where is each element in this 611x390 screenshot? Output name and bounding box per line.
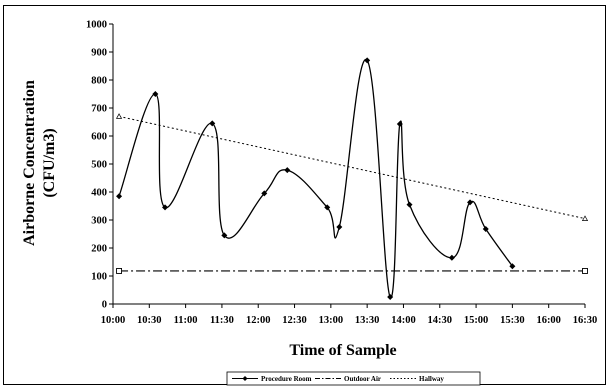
data-point-procedure-room	[209, 120, 216, 127]
x-tick-label: 15:30	[500, 315, 525, 326]
x-tick-label: 14:00	[391, 315, 416, 326]
legend-label-procedure-room: Procedure Room	[261, 375, 312, 383]
chart-frame	[3, 5, 606, 385]
y-tick-label: 100	[91, 272, 107, 283]
x-axis-title: Time of Sample	[289, 342, 396, 359]
legend: Procedure Room Outdoor Air Hallway	[226, 371, 481, 386]
series-line-procedure-room	[118, 59, 513, 298]
x-tick-label: 12:30	[282, 315, 307, 326]
legend-label-hallway: Hallway	[419, 375, 444, 383]
y-tick-label: 700	[91, 104, 107, 115]
x-tick-label: 11:00	[174, 315, 198, 326]
series-layer	[115, 57, 589, 300]
y-tick-label: 200	[91, 244, 107, 255]
axes: 0 100 200 300 400 500 600 700 800 900 1000 10:00 10:…	[86, 20, 597, 327]
data-point-procedure-room	[396, 120, 403, 127]
x-tick-label: 16:00	[536, 315, 561, 326]
data-point-procedure-room	[162, 204, 169, 211]
data-point-outdoor-air	[116, 268, 123, 274]
data-point-procedure-room	[364, 57, 371, 64]
y-tick-label: 900	[91, 48, 107, 59]
data-point-hallway	[115, 113, 123, 119]
x-tick-label: 11:30	[210, 315, 234, 326]
data-point-procedure-room	[387, 294, 394, 300]
x-tick-label: 10:30	[137, 315, 162, 326]
data-point-procedure-room	[116, 193, 123, 200]
data-point-procedure-room	[448, 254, 455, 261]
y-axis-title-line-2: (CFU/m3)	[41, 128, 58, 197]
y-tick-label: 0	[102, 300, 107, 311]
data-point-outdoor-air	[582, 268, 588, 274]
x-tick-label: 16:30	[573, 315, 598, 326]
y-tick-label: 600	[91, 132, 107, 143]
x-tick-label: 13:30	[355, 315, 380, 326]
series-line-hallway	[118, 115, 586, 220]
data-point-procedure-room	[509, 263, 516, 270]
data-point-procedure-room	[261, 190, 268, 197]
data-point-procedure-room	[406, 201, 413, 208]
y-axis-title-line-1: Airborne Concentration	[21, 80, 38, 246]
y-tick-label: 1000	[86, 20, 107, 31]
data-point-procedure-room	[152, 91, 159, 97]
x-tick-label: 13:00	[319, 315, 344, 326]
y-tick-label: 500	[91, 160, 107, 171]
legend-label-outdoor-air: Outdoor Air	[344, 375, 381, 383]
x-tick-label: 10:00	[101, 315, 126, 326]
data-point-procedure-room	[284, 167, 291, 174]
y-tick-label: 300	[91, 216, 107, 227]
legend-marker-procedure-room	[242, 376, 248, 381]
data-point-hallway	[581, 215, 589, 221]
legend-box	[226, 371, 481, 386]
y-tick-label: 400	[91, 188, 107, 199]
x-tick-label: 15:00	[464, 315, 489, 326]
data-point-procedure-room	[482, 225, 489, 232]
x-tick-label: 14:30	[428, 315, 453, 326]
data-point-procedure-room	[324, 204, 331, 211]
y-tick-label: 800	[91, 76, 107, 87]
data-point-procedure-room	[336, 224, 343, 230]
data-point-procedure-room	[221, 232, 228, 239]
x-tick-label: 12:00	[246, 315, 271, 326]
data-point-procedure-room	[467, 199, 474, 206]
